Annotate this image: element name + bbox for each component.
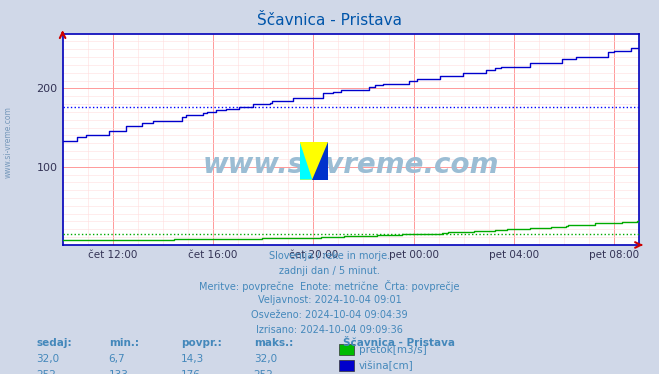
Polygon shape	[300, 142, 312, 180]
Text: Izrisano: 2024-10-04 09:09:36: Izrisano: 2024-10-04 09:09:36	[256, 325, 403, 335]
Text: sedaj:: sedaj:	[36, 338, 72, 349]
Text: 252: 252	[254, 370, 273, 374]
Text: pretok[m3/s]: pretok[m3/s]	[359, 346, 427, 355]
Text: 14,3: 14,3	[181, 354, 204, 364]
Polygon shape	[312, 142, 328, 180]
Text: maks.:: maks.:	[254, 338, 293, 349]
Text: Meritve: povprečne  Enote: metrične  Črta: povprečje: Meritve: povprečne Enote: metrične Črta:…	[199, 280, 460, 292]
Text: Slovenija / reke in morje.: Slovenija / reke in morje.	[269, 251, 390, 261]
Text: 32,0: 32,0	[36, 354, 59, 364]
Text: Veljavnost: 2024-10-04 09:01: Veljavnost: 2024-10-04 09:01	[258, 295, 401, 306]
Text: 6,7: 6,7	[109, 354, 125, 364]
Text: www.si-vreme.com: www.si-vreme.com	[3, 106, 13, 178]
Text: min.:: min.:	[109, 338, 139, 349]
Text: Ščavnica - Pristava: Ščavnica - Pristava	[343, 338, 455, 349]
Text: 176: 176	[181, 370, 201, 374]
Text: povpr.:: povpr.:	[181, 338, 222, 349]
Text: Ščavnica - Pristava: Ščavnica - Pristava	[257, 13, 402, 28]
Polygon shape	[300, 142, 328, 180]
Text: zadnji dan / 5 minut.: zadnji dan / 5 minut.	[279, 266, 380, 276]
Text: 252: 252	[36, 370, 56, 374]
Text: www.si-vreme.com: www.si-vreme.com	[203, 151, 499, 179]
Text: višina[cm]: višina[cm]	[359, 361, 414, 371]
Text: 32,0: 32,0	[254, 354, 277, 364]
Text: 133: 133	[109, 370, 129, 374]
Text: Osveženo: 2024-10-04 09:04:39: Osveženo: 2024-10-04 09:04:39	[251, 310, 408, 321]
